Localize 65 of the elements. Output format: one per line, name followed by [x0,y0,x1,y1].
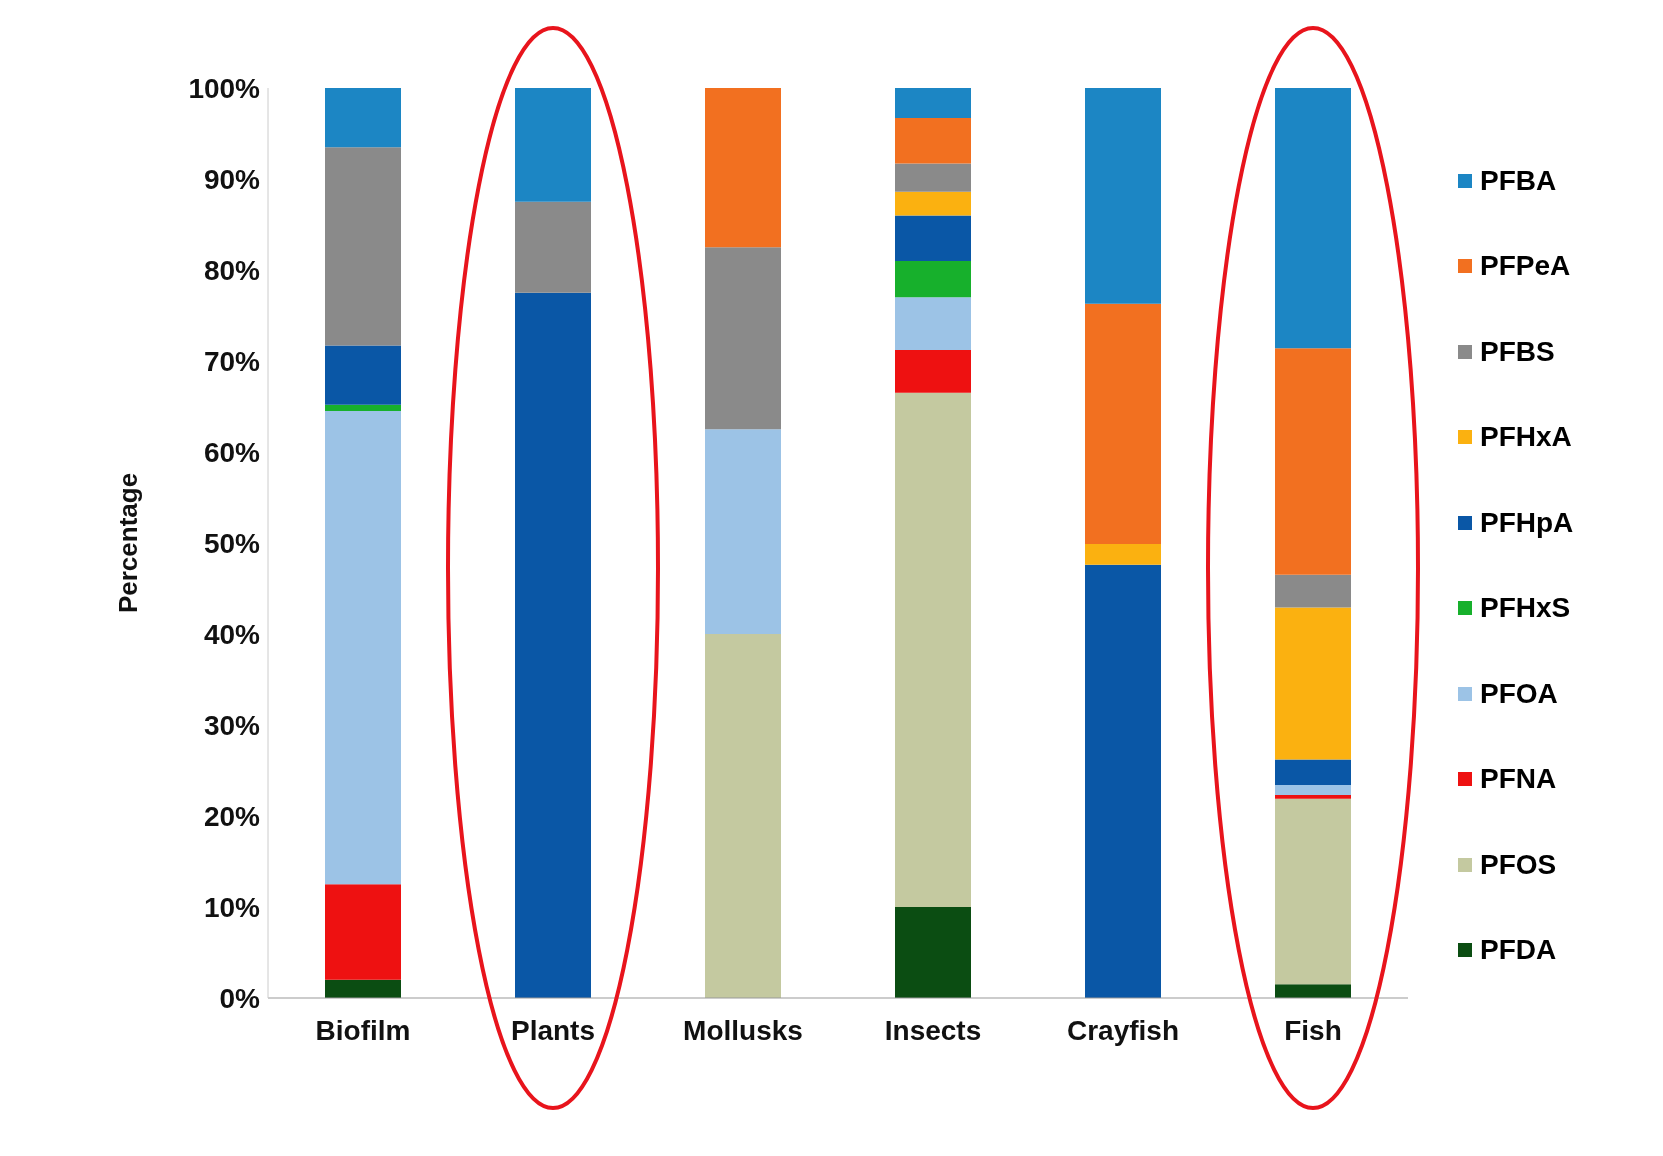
bar [705,634,781,998]
bar [1085,543,1161,565]
y-tick-label: 70% [203,345,261,377]
bar [1275,574,1351,608]
bar [325,404,401,412]
legend-label: PFBS [1480,335,1555,368]
bar [895,215,971,261]
bar [1275,984,1351,998]
y-tick-label: 20% [203,800,261,832]
x-tick-label: Biofilm [315,1014,411,1046]
bar [1085,303,1161,544]
bar [325,884,401,980]
bar [1275,348,1351,575]
legend-label: PFNA [1480,763,1557,796]
y-axis-title: Percentage [113,472,144,614]
bar [325,411,401,885]
bar [515,201,591,293]
y-tick-label: 50% [203,527,261,559]
y-tick-label: 10% [203,891,261,923]
y-tick-label: 60% [203,436,261,468]
bar [515,292,591,998]
y-tick-label: 90% [203,163,261,195]
y-tick-label: 0% [219,982,261,1014]
bar [705,88,781,248]
bar [895,191,971,216]
x-tick-label: Crayfish [1066,1014,1180,1046]
bar [1275,88,1351,349]
bar [1085,88,1161,304]
bar [325,147,401,346]
legend-label: PFHpA [1480,506,1574,539]
x-tick-label: Plants [510,1014,596,1046]
bar [895,118,971,164]
y-tick-label: 30% [203,709,261,741]
legend-label: PFPeA [1480,250,1571,283]
bar [1275,795,1351,799]
bar [1275,798,1351,985]
legend-label: PFOS [1480,848,1557,881]
bar [1085,564,1161,998]
y-tick-label: 80% [203,254,261,286]
bar [895,297,971,351]
bar [1275,759,1351,786]
bar [1275,607,1351,760]
bar [515,88,591,202]
y-tick-label: 40% [203,618,261,650]
bar [705,247,781,430]
bar [1275,785,1351,796]
bar [895,260,971,298]
bar [895,392,971,907]
bar [895,88,971,119]
legend-label: PFOA [1480,677,1558,710]
legend-label: PFHxS [1480,592,1571,625]
x-tick-label: Insects [884,1014,982,1046]
legend-label: PFBA [1480,164,1557,197]
bar [325,979,401,998]
bar [705,429,781,634]
legend-label: PFDA [1480,934,1557,967]
bar [895,907,971,998]
x-tick-label: Mollusks [683,1014,803,1046]
bar [325,345,401,405]
bar [895,163,971,192]
x-tick-label: Fish [1284,1014,1342,1046]
bar [325,88,401,148]
legend-label: PFHxA [1480,421,1572,454]
bar [895,350,971,393]
y-tick-label: 100% [188,72,261,104]
